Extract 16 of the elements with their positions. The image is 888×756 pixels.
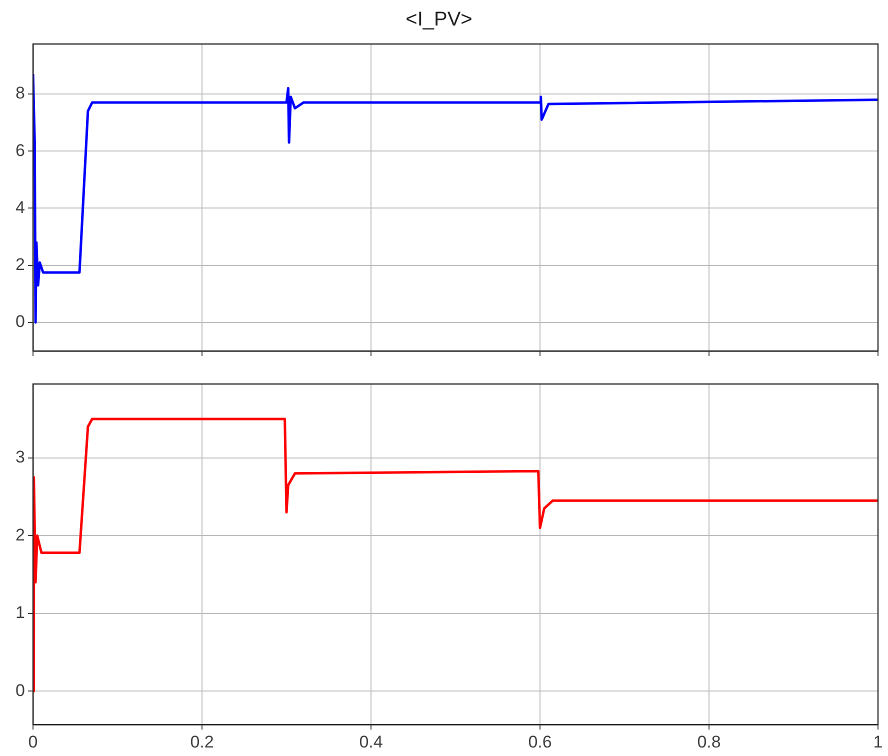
x-tick-label: 0.6	[528, 732, 552, 752]
x-tick-label: 1	[873, 732, 883, 752]
x-tick-label: 0.4	[359, 732, 383, 752]
y-tick-label: 0	[16, 680, 25, 700]
y-tick-label: 1	[16, 603, 25, 622]
y-tick-label: 6	[16, 140, 25, 160]
x-tick-label: 0.8	[697, 732, 721, 752]
chart-title: <I_PV>	[406, 8, 472, 31]
y-tick-label: 2	[16, 255, 25, 274]
y-tick-label: 2	[16, 525, 25, 544]
x-tick-label: 0	[28, 732, 38, 752]
y-tick-label: 0	[16, 312, 25, 332]
y-tick-label: 3	[16, 448, 25, 467]
y-tick-label: 4	[16, 198, 25, 217]
y-tick-label: 8	[16, 84, 25, 103]
x-tick-label: 0.2	[190, 732, 214, 752]
